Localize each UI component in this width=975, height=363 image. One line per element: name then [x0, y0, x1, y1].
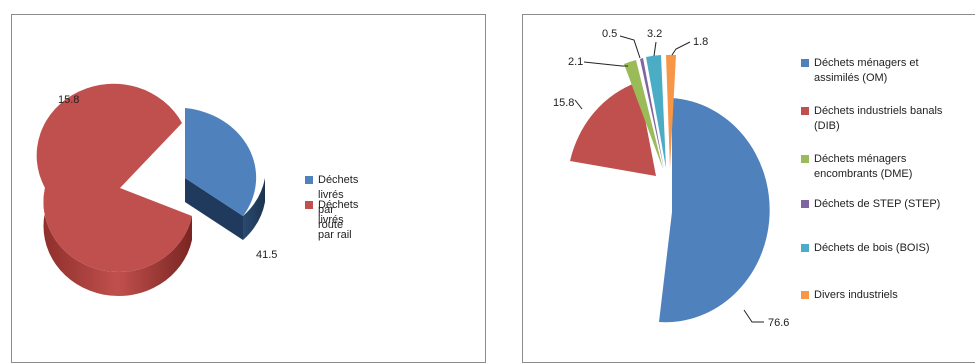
- label-route-value: 41.5: [256, 249, 277, 261]
- legend-label-divers: Divers industriels: [814, 289, 898, 301]
- legend-label-route: Déchets livrés par route: [318, 174, 359, 231]
- label-step-value: 0.5: [602, 28, 617, 40]
- label-om-value: 76.6: [768, 317, 789, 329]
- legend-label-bois: Déchets de bois (BOIS): [814, 242, 930, 254]
- leader-dib: [574, 99, 583, 110]
- leader-step: [619, 35, 641, 59]
- legend-swatch-divers: [801, 291, 809, 299]
- slice-dib: [570, 82, 656, 176]
- slice-rail-side: [43, 188, 192, 297]
- slice-dme: [624, 60, 663, 169]
- slice-step: [640, 58, 664, 169]
- leader-dme: [583, 61, 628, 67]
- legend-swatch-step: [801, 200, 809, 208]
- slice-route: [185, 108, 257, 216]
- legend-swatch-dib: [801, 107, 809, 115]
- leader-divers: [671, 41, 691, 56]
- legend-label-rail: Déchets livrés par rail: [318, 199, 359, 241]
- leader-om: [743, 309, 764, 323]
- slice-route-side-inner: [185, 178, 243, 240]
- legend-label-om: Déchets ménagers et assimilés (OM): [814, 57, 919, 84]
- label-dme-value: 2.1: [568, 56, 583, 68]
- left-legend: Déchets livrés par route Déchets livrés …: [305, 173, 480, 241]
- right-legend: Déchets ménagers et assimilés (OM) Déche…: [801, 56, 971, 316]
- legend-swatch-om: [801, 59, 809, 67]
- slice-bois: [646, 55, 666, 168]
- slice-divers: [666, 54, 676, 168]
- slice-route-side: [243, 178, 265, 240]
- slice-rail: [36, 83, 192, 273]
- left-pie-chart: 15.8 41.5: [36, 83, 277, 297]
- legend-swatch-dme: [801, 155, 809, 163]
- legend-label-dme: Déchets ménagers encombrants (DME): [814, 153, 913, 180]
- label-dib-value: 15.8: [553, 97, 574, 109]
- label-bois-value: 3.2: [647, 28, 662, 40]
- legend-label-step: Déchets de STEP (STEP): [814, 198, 941, 210]
- slice-om: [659, 98, 770, 323]
- legend-swatch-rail: [305, 201, 313, 209]
- label-divers-value: 1.8: [693, 36, 708, 48]
- label-rail-value: 15.8: [58, 94, 79, 106]
- leader-bois: [653, 41, 657, 57]
- legend-swatch-route: [305, 176, 313, 184]
- right-pie-chart: 76.6 15.8 2.1 0.5 3.2 1.8: [553, 28, 789, 329]
- legend-label-dib: Déchets industriels banals (DIB): [814, 105, 943, 132]
- legend-swatch-bois: [801, 244, 809, 252]
